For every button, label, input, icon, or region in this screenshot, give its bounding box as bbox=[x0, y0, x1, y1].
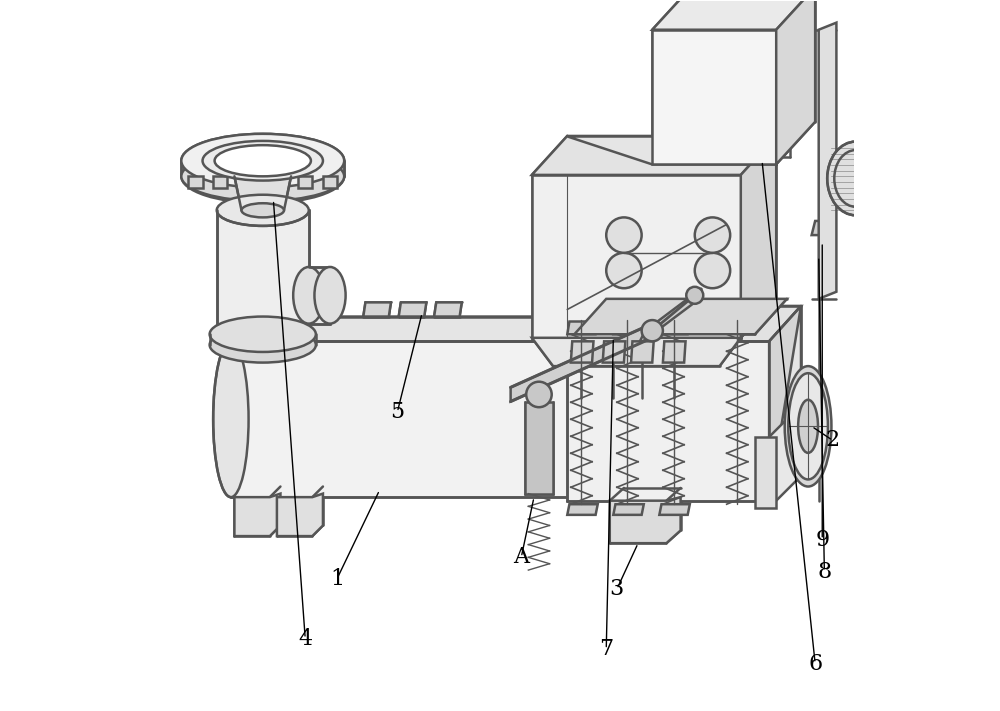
Polygon shape bbox=[755, 437, 776, 508]
Ellipse shape bbox=[695, 253, 730, 288]
Polygon shape bbox=[567, 504, 598, 515]
Polygon shape bbox=[511, 324, 652, 402]
Polygon shape bbox=[769, 306, 801, 501]
Polygon shape bbox=[309, 267, 330, 324]
Ellipse shape bbox=[181, 149, 344, 203]
Ellipse shape bbox=[217, 195, 309, 226]
Polygon shape bbox=[567, 306, 801, 341]
Polygon shape bbox=[776, 0, 815, 164]
Polygon shape bbox=[567, 341, 769, 501]
Polygon shape bbox=[613, 504, 644, 515]
Polygon shape bbox=[532, 136, 776, 175]
Ellipse shape bbox=[788, 373, 828, 479]
Ellipse shape bbox=[314, 267, 346, 324]
Polygon shape bbox=[574, 299, 787, 334]
Polygon shape bbox=[659, 321, 690, 334]
Polygon shape bbox=[652, 0, 815, 30]
Polygon shape bbox=[277, 493, 323, 536]
Ellipse shape bbox=[181, 134, 344, 188]
Ellipse shape bbox=[213, 341, 249, 497]
Polygon shape bbox=[181, 161, 344, 176]
Polygon shape bbox=[567, 136, 776, 164]
Polygon shape bbox=[812, 221, 829, 235]
Polygon shape bbox=[323, 176, 337, 188]
Ellipse shape bbox=[686, 287, 703, 304]
Polygon shape bbox=[567, 321, 598, 334]
Text: 9: 9 bbox=[815, 529, 829, 550]
Polygon shape bbox=[613, 321, 644, 334]
Polygon shape bbox=[659, 504, 690, 515]
Ellipse shape bbox=[526, 382, 552, 407]
Polygon shape bbox=[234, 493, 280, 536]
Polygon shape bbox=[231, 316, 592, 341]
Polygon shape bbox=[603, 341, 625, 363]
Polygon shape bbox=[213, 176, 227, 188]
Polygon shape bbox=[571, 341, 593, 363]
Polygon shape bbox=[188, 176, 203, 188]
Text: 2: 2 bbox=[826, 429, 840, 451]
Ellipse shape bbox=[827, 141, 884, 215]
Polygon shape bbox=[525, 402, 553, 493]
Polygon shape bbox=[532, 175, 741, 338]
Text: 5: 5 bbox=[390, 401, 404, 423]
Text: 3: 3 bbox=[610, 578, 624, 600]
Polygon shape bbox=[741, 136, 776, 338]
Polygon shape bbox=[652, 30, 776, 164]
Polygon shape bbox=[638, 288, 702, 345]
Ellipse shape bbox=[241, 203, 284, 218]
Ellipse shape bbox=[203, 141, 323, 181]
Ellipse shape bbox=[217, 329, 309, 360]
Text: 4: 4 bbox=[298, 628, 312, 650]
Ellipse shape bbox=[181, 151, 344, 201]
Polygon shape bbox=[217, 210, 309, 345]
Ellipse shape bbox=[695, 218, 730, 253]
Polygon shape bbox=[631, 341, 654, 363]
Ellipse shape bbox=[210, 327, 316, 363]
Polygon shape bbox=[434, 302, 462, 316]
Polygon shape bbox=[769, 306, 801, 501]
Ellipse shape bbox=[642, 320, 663, 341]
Polygon shape bbox=[571, 316, 592, 497]
Polygon shape bbox=[399, 302, 426, 316]
Text: 8: 8 bbox=[817, 560, 831, 582]
Ellipse shape bbox=[213, 146, 312, 178]
Polygon shape bbox=[819, 23, 836, 299]
Ellipse shape bbox=[798, 400, 818, 453]
Polygon shape bbox=[234, 176, 291, 210]
Text: A: A bbox=[513, 546, 529, 568]
Ellipse shape bbox=[785, 366, 831, 486]
Ellipse shape bbox=[215, 145, 311, 176]
Ellipse shape bbox=[606, 218, 642, 253]
Ellipse shape bbox=[210, 316, 316, 352]
Polygon shape bbox=[298, 176, 312, 188]
Text: 1: 1 bbox=[330, 567, 344, 589]
Ellipse shape bbox=[203, 141, 323, 181]
Polygon shape bbox=[363, 302, 391, 316]
Polygon shape bbox=[769, 402, 805, 508]
Polygon shape bbox=[663, 341, 686, 363]
Ellipse shape bbox=[181, 134, 344, 188]
Polygon shape bbox=[532, 338, 741, 366]
Ellipse shape bbox=[293, 267, 324, 324]
Text: 6: 6 bbox=[808, 653, 822, 675]
Polygon shape bbox=[231, 341, 571, 497]
Text: 7: 7 bbox=[599, 638, 613, 661]
Ellipse shape bbox=[606, 253, 642, 288]
Polygon shape bbox=[610, 497, 681, 543]
